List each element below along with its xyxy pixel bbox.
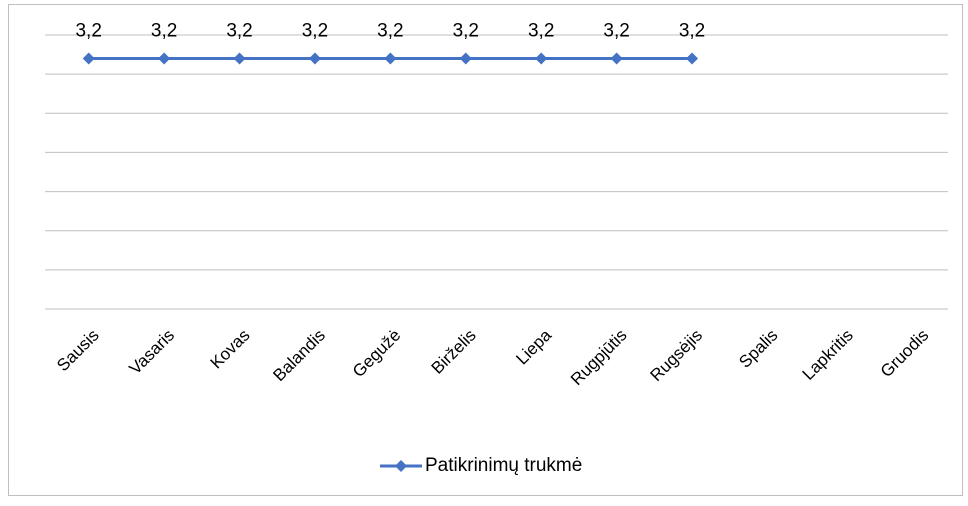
legend-marker	[395, 460, 407, 472]
marker	[610, 52, 623, 65]
marker	[82, 52, 95, 65]
legend-label: Patikrinimų trukmė	[425, 455, 582, 476]
data-label: 3,2	[603, 21, 629, 42]
data-label: 3,2	[453, 21, 479, 42]
marker	[535, 52, 548, 65]
data-label: 3,2	[302, 21, 328, 42]
data-label: 3,2	[226, 21, 252, 42]
marker	[686, 52, 699, 65]
marker	[158, 52, 171, 65]
data-label: 3,2	[377, 21, 403, 42]
chart-frame	[8, 4, 963, 496]
marker	[459, 52, 472, 65]
data-label: 3,2	[75, 21, 101, 42]
data-label: 3,2	[528, 21, 554, 42]
data-label: 3,2	[679, 21, 705, 42]
marker	[308, 52, 321, 65]
marker	[384, 52, 397, 65]
data-label: 3,2	[151, 21, 177, 42]
marker	[233, 52, 246, 65]
